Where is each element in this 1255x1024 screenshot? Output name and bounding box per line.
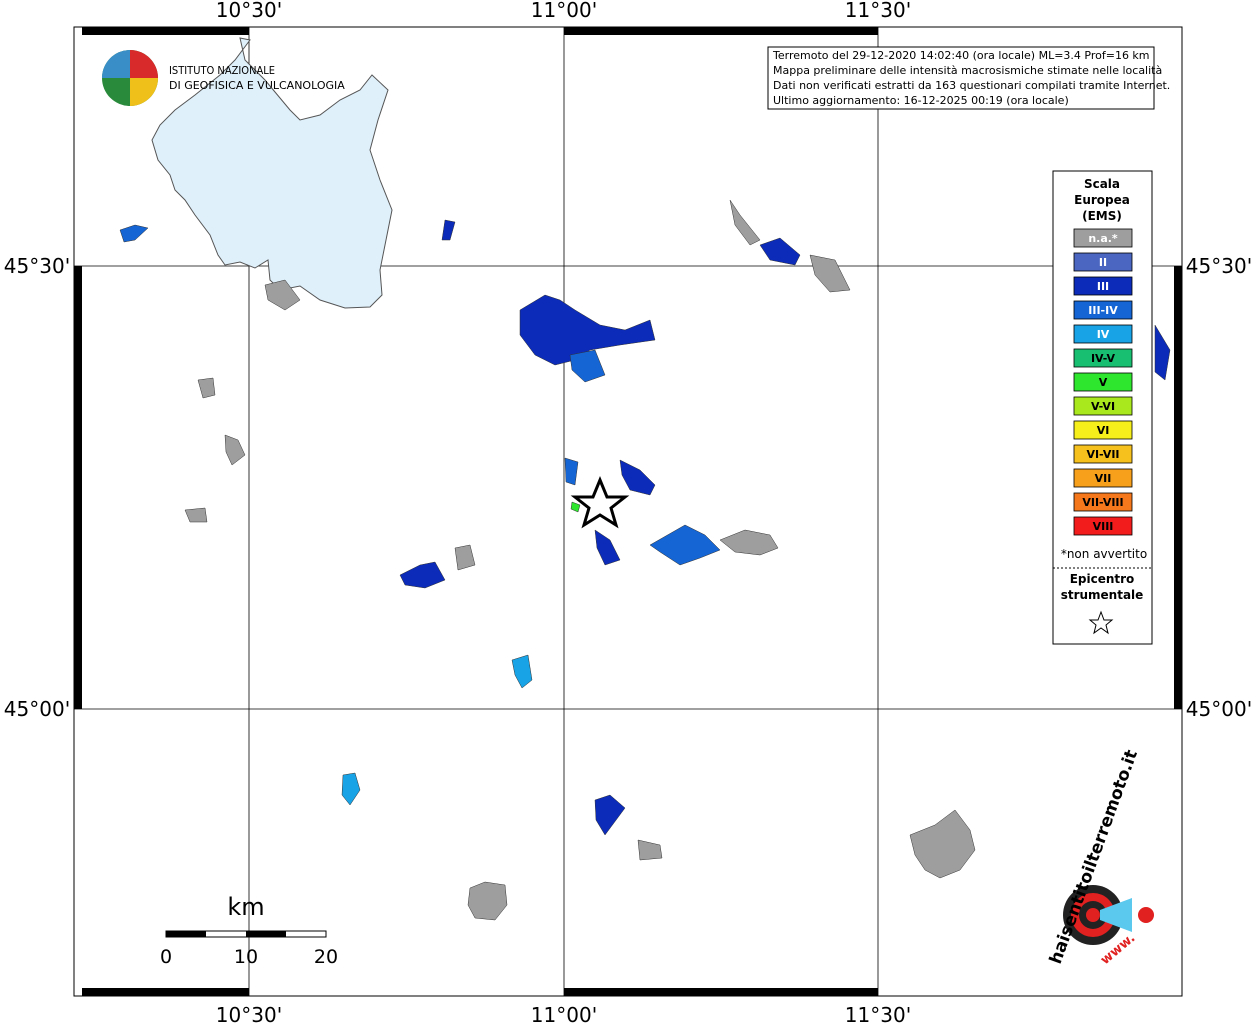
legend-swatch [1073, 276, 1133, 296]
legend-label: VII-VIII [1082, 496, 1123, 509]
legend-swatch [1073, 420, 1133, 440]
legend-swatch [1073, 300, 1133, 320]
legend-star [1088, 610, 1114, 635]
legend-label: VII [1095, 472, 1112, 485]
legend-label: II [1099, 256, 1107, 269]
legend-label: IV-V [1091, 352, 1116, 365]
info-box [767, 46, 1155, 110]
legend-swatch [1073, 516, 1133, 536]
legend-label: VIII [1093, 520, 1114, 533]
inline-logo [102, 50, 158, 106]
site-logo-graphic [1063, 885, 1154, 945]
frame-ticks [74, 27, 1182, 996]
info-line: Ultimo aggiornamento: 16-12-2025 00:19 (… [773, 94, 1069, 107]
legend-label: V [1099, 376, 1108, 389]
scale-label: 20 [314, 946, 338, 968]
latitude-label: 45°30' [1186, 254, 1252, 278]
legend-label: VI-VII [1086, 448, 1119, 461]
longitude-label: 11°30' [845, 1003, 911, 1024]
logo-line: DI GEOFISICA E VULCANOLOGIA [169, 79, 345, 92]
longitude-label: 11°00' [531, 0, 597, 22]
legend-title: Europea [1074, 193, 1130, 207]
legend-epicentre: strumentale [1061, 588, 1144, 602]
legend-swatch [1073, 444, 1133, 464]
legend-label: IV [1097, 328, 1110, 341]
scale-label: 10 [234, 946, 258, 968]
scale-bar [165, 930, 327, 938]
legend-label: VI [1097, 424, 1110, 437]
info-line: Terremoto del 29-12-2020 14:02:40 (ora l… [772, 49, 1150, 62]
legend-swatch [1073, 228, 1133, 248]
legend-title: Scala [1084, 177, 1120, 191]
legend-swatch [1073, 396, 1133, 416]
scale-unit: km [227, 893, 264, 921]
latitude-label: 45°30' [4, 254, 70, 278]
latitude-label: 45°00' [4, 697, 70, 721]
longitude-label: 11°00' [531, 1003, 597, 1024]
legend-swatch [1073, 468, 1133, 488]
scale-label: 0 [160, 946, 172, 968]
legend-swatch [1073, 324, 1133, 344]
legend-swatch [1073, 252, 1133, 272]
legend-label: n.a.* [1088, 232, 1118, 245]
legend-swatch [1073, 372, 1133, 392]
legend-label: III [1097, 280, 1109, 293]
logo-line: ISTITUTO NAZIONALE [169, 64, 275, 77]
legend-label: V-VI [1091, 400, 1115, 413]
legend-swatch [1073, 348, 1133, 368]
legend-epicentre: Epicentro [1070, 572, 1135, 586]
info-line: Dati non verificati estratti da 163 ques… [773, 79, 1170, 92]
longitude-label: 11°30' [845, 0, 911, 22]
localities [119, 199, 1171, 921]
longitude-label: 10°30' [216, 0, 282, 22]
info-line: Mappa preliminare delle intensità macros… [773, 64, 1162, 77]
legend-title: (EMS) [1082, 209, 1122, 223]
legend-label: III-IV [1088, 304, 1118, 317]
longitude-label: 10°30' [216, 1003, 282, 1024]
latitude-label: 45°00' [1186, 697, 1252, 721]
legend-swatch [1073, 492, 1133, 512]
epicentre-star [570, 476, 630, 529]
legend-note: *non avvertito [1061, 547, 1147, 561]
